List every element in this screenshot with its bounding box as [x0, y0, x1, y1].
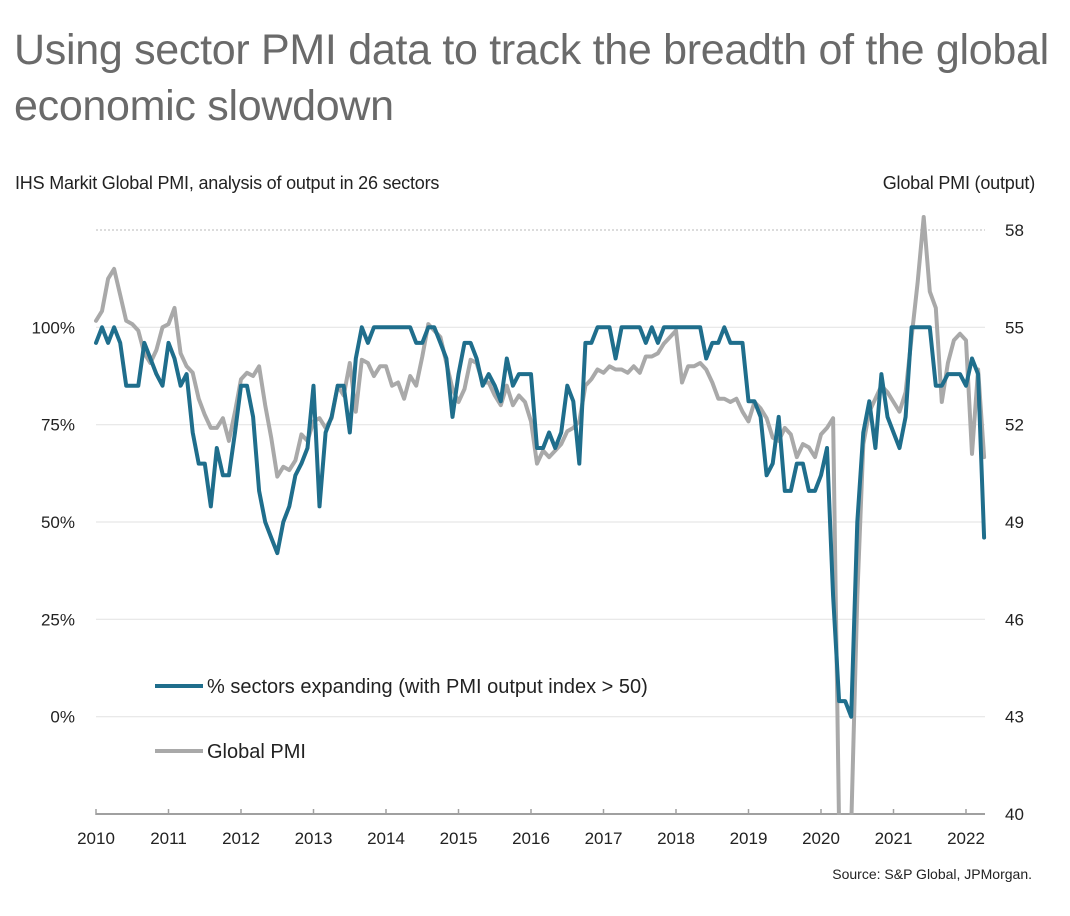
x-tick-label: 2021: [875, 829, 913, 848]
left-y-tick-label: 0%: [50, 708, 75, 727]
x-axis: 2010 2011 2012 2013 2014 2015 2016 2017 2018 2019…: [77, 809, 985, 848]
x-tick-label: 2011: [150, 829, 187, 848]
right-y-axis: 40 43 46 49 52 55 58: [1005, 221, 1024, 824]
x-tick-label: 2012: [222, 829, 260, 848]
x-tick-label: 2020: [802, 829, 840, 848]
x-tick-label: 2014: [367, 829, 405, 848]
left-axis-caption: IHS Markit Global PMI, analysis of outpu…: [15, 173, 440, 193]
x-tick-label: 2016: [512, 829, 550, 848]
series-group: [94, 215, 987, 815]
x-tick-label: 2010: [77, 829, 115, 848]
right-y-tick-label: 40: [1005, 805, 1024, 824]
right-y-tick-label: 49: [1005, 513, 1024, 532]
right-axis-caption: Global PMI (output): [882, 173, 1035, 193]
right-y-tick-label: 52: [1005, 416, 1024, 435]
right-y-tick-label: 55: [1005, 318, 1024, 337]
right-y-tick-label: 58: [1005, 221, 1024, 240]
x-tick-label: 2018: [657, 829, 695, 848]
x-tick-label: 2022: [947, 829, 985, 848]
x-tick-label: 2013: [295, 829, 333, 848]
source-note: Source: S&P Global, JPMorgan.: [832, 866, 1032, 882]
x-tick-label: 2015: [440, 829, 478, 848]
x-tick-label: 2019: [730, 829, 768, 848]
series-line-sectors-expanding: [94, 325, 987, 719]
right-y-tick-label: 46: [1005, 610, 1024, 629]
legend-label-sectors: % sectors expanding (with PMI output ind…: [207, 676, 648, 698]
x-tick-label: 2017: [585, 829, 623, 848]
legend: % sectors expanding (with PMI output ind…: [155, 676, 648, 763]
right-y-tick-label: 43: [1005, 708, 1024, 727]
left-y-tick-label: 75%: [41, 416, 75, 435]
page-title: Using sector PMI data to track the bread…: [14, 26, 1049, 130]
left-y-tick-label: 50%: [41, 513, 75, 532]
legend-label-pmi: Global PMI: [207, 741, 306, 763]
left-y-tick-label: 100%: [32, 318, 75, 337]
left-y-tick-label: 25%: [41, 610, 75, 629]
left-y-axis: 0% 25% 50% 75% 100%: [32, 318, 75, 726]
